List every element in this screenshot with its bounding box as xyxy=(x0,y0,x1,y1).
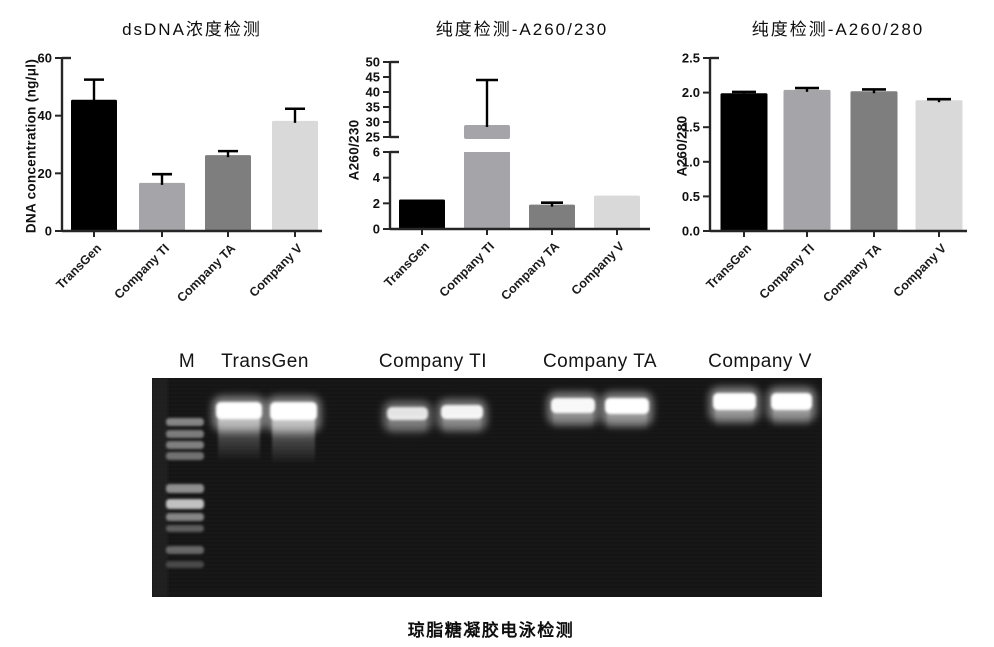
gel-lane-label-company-ti: Company TI xyxy=(378,351,488,372)
y-tick-label: 1.0 xyxy=(682,154,700,169)
y-tick-label: 40 xyxy=(38,108,52,123)
x-category-label: TransGen xyxy=(703,241,754,292)
y-tick-label: 50 xyxy=(366,55,380,70)
x-category-label: Company V xyxy=(247,241,306,300)
sample-band xyxy=(441,405,483,419)
y-tick-label: 0 xyxy=(45,224,52,239)
y-tick-label: 4 xyxy=(373,170,381,185)
marker-band xyxy=(166,452,204,460)
x-category-label: Company TA xyxy=(820,241,884,305)
bar-0 xyxy=(399,199,445,229)
y-tick-label: 2.5 xyxy=(682,51,700,66)
bar-3 xyxy=(272,120,318,231)
x-category-label: Company V xyxy=(569,239,628,298)
bar-lower-1 xyxy=(464,152,510,229)
bar-plot: 0 20 40 60 TransGen Company TI Company TA Compa… xyxy=(38,51,322,305)
bar-0 xyxy=(720,93,768,232)
marker-band xyxy=(166,499,204,509)
gel-caption: 琼脂糖凝胶电泳检测 xyxy=(407,621,575,640)
x-category-label: TransGen xyxy=(53,241,104,292)
chart-purity-a260-280: 纯度检测-A260/280 A260/280 0.0 0.5 1.0 1.5 2.0 2.… xyxy=(660,0,994,318)
chart-title: 纯度检测-A260/280 xyxy=(751,20,925,39)
bar-1 xyxy=(139,182,185,231)
y-tick-label: 45 xyxy=(366,70,380,85)
y-tick-label: 6 xyxy=(373,145,380,160)
x-category-label: Company TI xyxy=(112,241,172,301)
chart-dsdna-concentration: dsDNA浓度检测 DNA concentration (ng/μl) 0 20 4… xyxy=(0,0,340,318)
x-category-label: Company TI xyxy=(757,241,817,301)
sample-band xyxy=(605,398,649,414)
bar-2 xyxy=(205,155,251,231)
bar-0 xyxy=(71,99,117,231)
y-tick-label: 25 xyxy=(366,130,380,145)
marker-band xyxy=(166,430,204,438)
sample-band-smear xyxy=(272,416,315,464)
sample-band xyxy=(551,398,595,413)
x-category-label: Company TA xyxy=(498,239,562,303)
sample-band xyxy=(216,402,262,419)
bar-2 xyxy=(529,204,575,229)
bar-upper-1 xyxy=(464,125,510,139)
bar-3 xyxy=(594,195,640,229)
marker-band xyxy=(166,525,204,532)
bar-1 xyxy=(783,89,831,231)
marker-band xyxy=(166,546,204,554)
y-tick-label: 1.5 xyxy=(682,120,700,135)
sample-band-smear xyxy=(553,409,593,429)
y-tick-label: 30 xyxy=(366,115,380,130)
x-category-label: Company V xyxy=(891,241,950,300)
marker-band xyxy=(166,441,204,449)
y-tick-label: 0.5 xyxy=(682,189,700,204)
x-category-label: Company TA xyxy=(174,241,238,305)
bar-2 xyxy=(850,91,898,231)
y-tick-label: 2 xyxy=(373,196,380,211)
gel-image xyxy=(152,378,822,597)
y-tick-label: 0 xyxy=(373,222,380,237)
y-tick-label: 60 xyxy=(38,51,52,66)
chart-title: dsDNA浓度检测 xyxy=(122,20,262,39)
chart-title: 纯度检测-A260/230 xyxy=(435,20,609,39)
marker-band xyxy=(166,561,204,568)
sample-band xyxy=(387,407,428,420)
marker-band xyxy=(166,484,204,493)
x-category-label: Company TI xyxy=(437,239,497,299)
gel-lane-label-company-v: Company V xyxy=(708,351,812,372)
sample-band xyxy=(771,393,812,410)
gel-lane-label-marker: M xyxy=(178,351,196,372)
bar-3 xyxy=(915,100,963,231)
x-category-label: TransGen xyxy=(381,239,432,290)
marker-band xyxy=(166,418,204,426)
sample-band xyxy=(270,402,317,420)
gel-lane-label-transgen: TransGen xyxy=(221,351,309,372)
sample-band xyxy=(713,393,756,410)
sample-band-smear xyxy=(715,406,754,428)
sample-band-smear xyxy=(443,415,481,434)
marker-band xyxy=(166,513,204,521)
sample-band-smear xyxy=(773,406,810,428)
y-tick-label: 2.0 xyxy=(682,85,700,100)
chart-purity-a260-230: 纯度检测-A260/230 A260/230 50 45 40 35 30 25 6 4 2 0 T… xyxy=(340,0,670,318)
sample-band-smear xyxy=(389,416,426,433)
y-tick-label: 35 xyxy=(366,100,380,115)
sample-band-smear xyxy=(218,415,260,461)
sample-band-smear xyxy=(607,410,647,432)
gel-left-edge xyxy=(152,378,168,597)
y-tick-label: 20 xyxy=(38,166,52,181)
y-tick-label: 0.0 xyxy=(682,224,700,239)
gel-lane-label-company-ta: Company TA xyxy=(542,351,658,372)
gel-electrophoresis-section: M TransGen Company TI Company TA Company… xyxy=(0,340,994,647)
y-tick-label: 40 xyxy=(366,85,380,100)
